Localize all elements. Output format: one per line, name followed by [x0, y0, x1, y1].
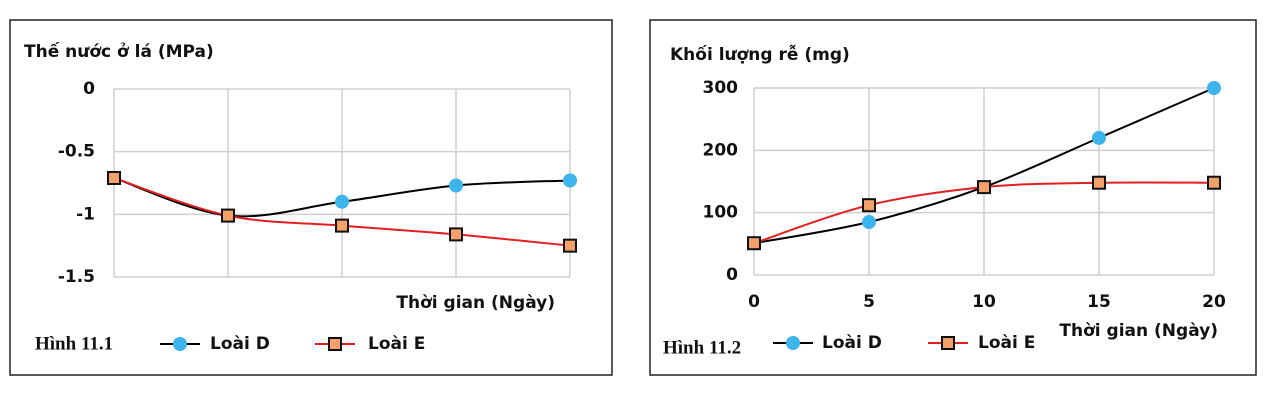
- x-tick-label: 0: [748, 292, 760, 312]
- y-tick-label: -1: [76, 204, 95, 224]
- y-tick-label: 300: [703, 78, 739, 98]
- marker: [335, 218, 349, 233]
- marker: [1207, 81, 1221, 95]
- x-tick-label: 10: [972, 292, 996, 312]
- y-tick-label: -0.5: [58, 142, 95, 162]
- y-axis-title: Khối lượng rễ (mg): [670, 43, 850, 65]
- panel-frame: [9, 19, 613, 376]
- legend-label: Loài D: [210, 334, 270, 354]
- marker: [563, 238, 577, 253]
- legend-marker: [786, 336, 800, 350]
- legend-label: Loài E: [368, 334, 425, 354]
- panel-frame: [649, 19, 1257, 376]
- marker: [335, 194, 349, 209]
- caption: Hình 11.2: [663, 337, 741, 358]
- x-axis-title: Thời gian (Ngày): [396, 293, 555, 313]
- marker: [1207, 175, 1221, 190]
- y-tick-label: 0: [83, 79, 95, 99]
- y-axis-title: Thế nước ở lá (MPa): [24, 41, 214, 62]
- x-tick-label: 5: [863, 292, 875, 312]
- marker: [862, 198, 876, 213]
- y-tick-label: -1.5: [58, 267, 95, 287]
- marker: [1092, 175, 1106, 190]
- marker: [449, 178, 463, 193]
- marker: [107, 170, 121, 185]
- marker: [563, 173, 577, 188]
- x-tick-label: 15: [1087, 292, 1111, 312]
- legend-marker: [941, 336, 955, 350]
- y-tick-label: 0: [726, 265, 738, 285]
- marker: [862, 215, 876, 230]
- marker: [1092, 130, 1106, 145]
- x-axis-title: Thời gian (Ngày): [1059, 321, 1218, 341]
- marker: [449, 227, 463, 242]
- x-tick-label: 20: [1202, 292, 1226, 312]
- y-tick-label: 200: [703, 140, 739, 160]
- y-tick-label: 100: [703, 203, 739, 223]
- marker: [977, 180, 991, 195]
- caption: Hình 11.1: [35, 333, 113, 354]
- legend-marker: [328, 337, 342, 351]
- legend-marker: [173, 337, 187, 351]
- legend-label: Loài D: [822, 333, 882, 353]
- marker: [747, 236, 761, 251]
- marker: [221, 208, 235, 223]
- legend-label: Loài E: [978, 333, 1035, 353]
